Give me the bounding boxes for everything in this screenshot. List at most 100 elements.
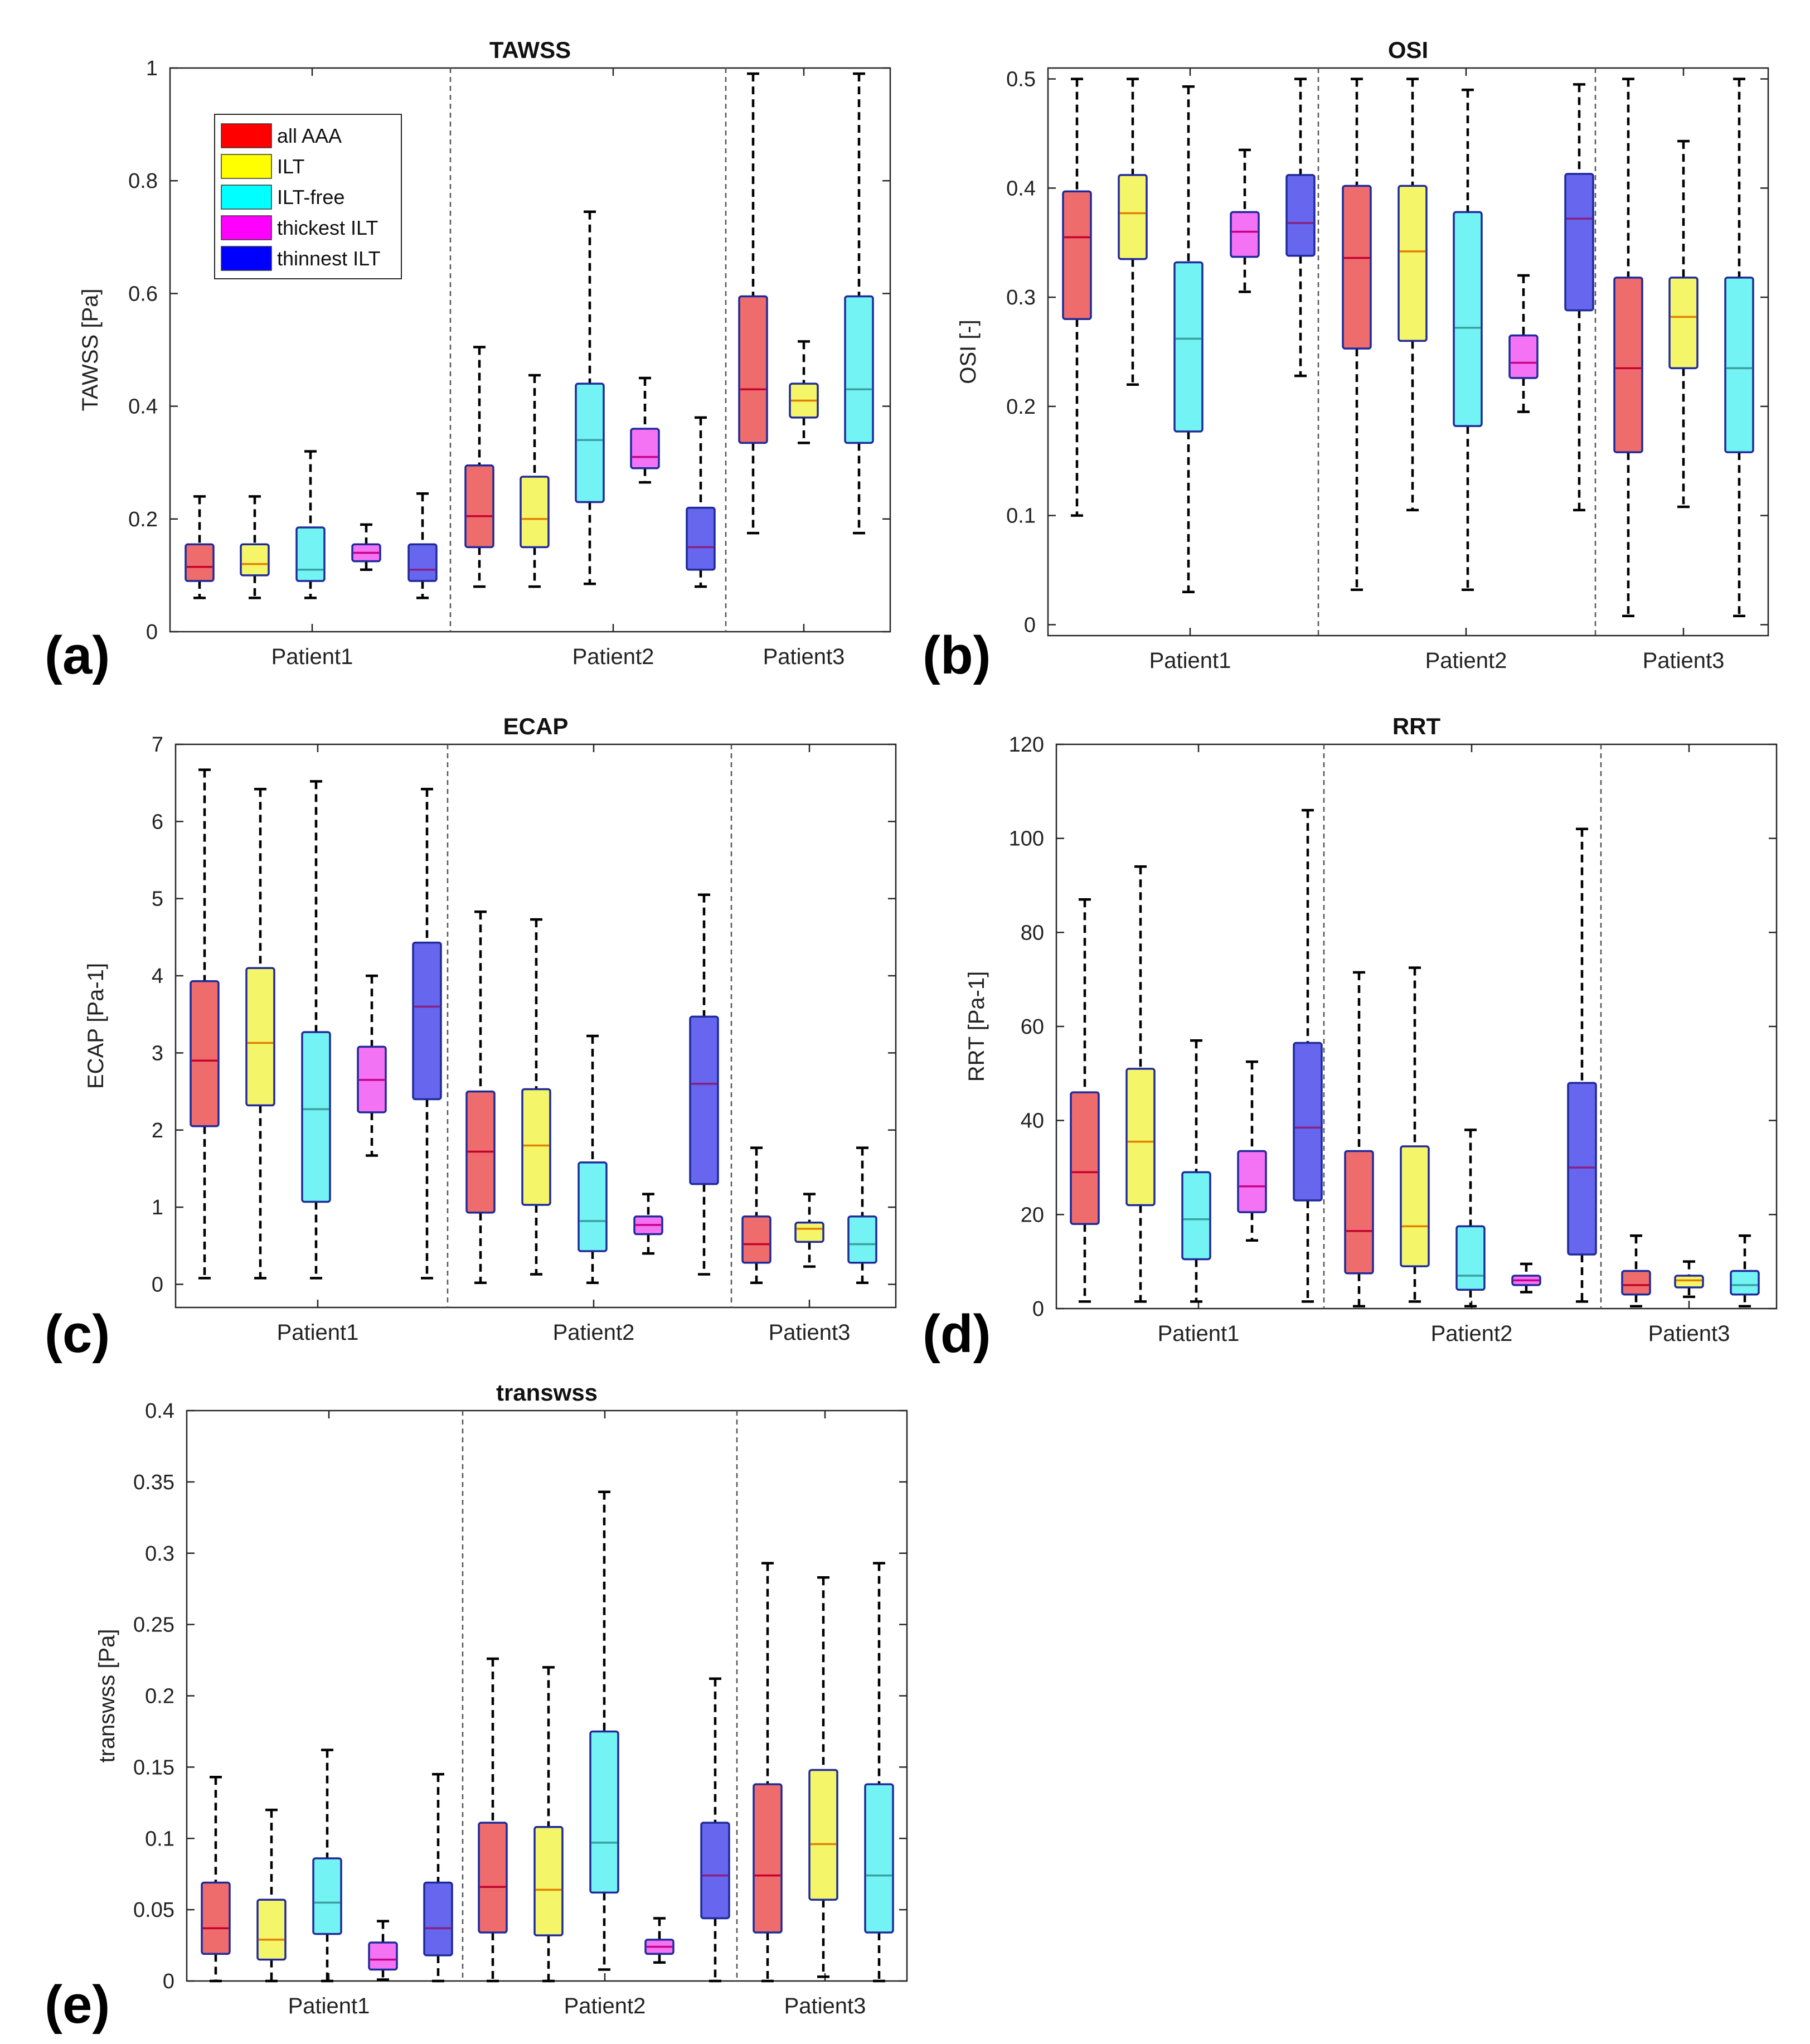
y-tick-label: 40 bbox=[1021, 1110, 1044, 1133]
chart-panel-c: 0 1 2 3 4 5 6 7 Patient1 Patient2 Patient3 ECAP ECAP… bbox=[45, 713, 897, 1364]
y-tick-label: 0.35 bbox=[133, 1471, 174, 1494]
box-d-Patient3-all-AAA bbox=[1621, 1234, 1651, 1308]
box-b-Patient1-ILT-free bbox=[1173, 85, 1204, 593]
box-body bbox=[1508, 334, 1539, 379]
y-tick-label: 5 bbox=[152, 888, 163, 911]
box-body bbox=[520, 476, 550, 549]
legend-swatch bbox=[221, 215, 272, 240]
y-tick-label: 1 bbox=[152, 1196, 163, 1219]
box-a-Patient1-thickest-ILT bbox=[351, 523, 381, 571]
box-e-Patient3-ILT bbox=[808, 1576, 838, 1978]
box-body bbox=[533, 1826, 564, 1936]
x-tick-label: Patient3 bbox=[784, 1994, 866, 2018]
x-tick-label: Patient1 bbox=[1158, 1321, 1240, 1346]
box-a-Patient1-ILT-free bbox=[295, 450, 326, 599]
box-body bbox=[1344, 1150, 1374, 1275]
panel-label: (e) bbox=[45, 1975, 110, 2035]
box-d-Patient1-thinnest-ILT bbox=[1293, 808, 1323, 1303]
y-tick-label: 0.25 bbox=[133, 1614, 174, 1637]
x-tick-label: Patient2 bbox=[553, 1320, 635, 1345]
box-body bbox=[185, 543, 215, 582]
y-tick-label: 20 bbox=[1021, 1203, 1044, 1227]
box-body bbox=[521, 1088, 551, 1206]
legend-label: thinnest ILT bbox=[277, 247, 380, 270]
box-b-Patient3-all-AAA bbox=[1613, 78, 1643, 618]
box-e-Patient3-ILT-free bbox=[864, 1562, 894, 1983]
box-e-Patient1-thinnest-ILT bbox=[423, 1772, 453, 1983]
box-body bbox=[1125, 1068, 1156, 1207]
box-body bbox=[245, 967, 275, 1107]
box-e-Patient1-all-AAA bbox=[201, 1776, 231, 1983]
y-tick-label: 0 bbox=[1024, 613, 1036, 637]
x-tick-label: Patient1 bbox=[288, 1994, 370, 2018]
x-tick-label: Patient1 bbox=[1149, 648, 1231, 673]
box-body bbox=[1118, 174, 1148, 260]
box-c-Patient2-thickest-ILT bbox=[633, 1193, 663, 1255]
box-c-Patient2-ILT bbox=[521, 918, 551, 1276]
box-body bbox=[1237, 1150, 1267, 1213]
y-tick-label: 0.4 bbox=[1006, 177, 1036, 200]
box-b-Patient1-thickest-ILT bbox=[1230, 148, 1260, 293]
box-body bbox=[808, 1769, 838, 1901]
panel-label: (b) bbox=[923, 626, 991, 685]
box-c-Patient1-thinnest-ILT bbox=[412, 787, 442, 1280]
box-body bbox=[464, 464, 494, 549]
y-tick-label: 60 bbox=[1021, 1015, 1044, 1039]
y-tick-label: 1 bbox=[146, 57, 158, 80]
box-b-Patient3-ILT-free bbox=[1724, 78, 1754, 618]
legend-label: thickest ILT bbox=[277, 216, 378, 239]
y-tick-label: 0.2 bbox=[1006, 395, 1036, 419]
box-body bbox=[575, 382, 605, 503]
box-body bbox=[312, 1857, 342, 1935]
box-a-Patient1-ILT bbox=[240, 495, 270, 599]
box-body bbox=[844, 295, 874, 444]
box-body bbox=[412, 941, 442, 1101]
box-d-Patient1-thickest-ILT bbox=[1237, 1060, 1267, 1242]
box-b-Patient1-ILT bbox=[1118, 78, 1148, 386]
legend-swatch bbox=[221, 154, 272, 179]
box-c-Patient2-ILT-free bbox=[578, 1034, 608, 1284]
box-body bbox=[256, 1898, 287, 1961]
legend: all AAA ILT ILT-free thickest ILT thinnest I… bbox=[214, 114, 402, 279]
legend-label: ILT bbox=[277, 155, 304, 178]
box-body bbox=[753, 1783, 783, 1934]
box-body bbox=[847, 1215, 877, 1264]
box-c-Patient1-thickest-ILT bbox=[357, 974, 387, 1157]
box-body bbox=[1173, 261, 1204, 433]
box-c-Patient2-all-AAA bbox=[465, 910, 496, 1284]
box-body bbox=[1400, 1145, 1430, 1267]
box-e-Patient1-ILT bbox=[256, 1808, 287, 1983]
y-tick-label: 2 bbox=[152, 1119, 163, 1142]
box-c-Patient1-all-AAA bbox=[190, 768, 220, 1280]
legend-label: ILT-free bbox=[277, 186, 344, 209]
box-body bbox=[1285, 174, 1316, 257]
x-tick-label: Patient1 bbox=[271, 645, 353, 669]
box-a-Patient2-ILT-free bbox=[575, 210, 605, 585]
box-body bbox=[478, 1822, 508, 1934]
box-body bbox=[689, 1015, 719, 1185]
box-c-Patient2-thinnest-ILT bbox=[689, 893, 719, 1276]
chart-panel-d: 0 20 40 60 80 100 120 Patient1 Patient2 Patient3 R… bbox=[923, 713, 1778, 1364]
y-axis-label: ECAP [Pa-1] bbox=[84, 963, 108, 1089]
y-axis-label: OSI [-] bbox=[956, 319, 981, 384]
legend-swatch bbox=[221, 123, 272, 148]
box-body bbox=[190, 980, 220, 1127]
box-b-Patient2-thinnest-ILT bbox=[1564, 83, 1594, 512]
y-tick-label: 0 bbox=[146, 621, 158, 644]
box-d-Patient1-ILT bbox=[1125, 865, 1156, 1303]
y-tick-label: 0.3 bbox=[145, 1542, 174, 1566]
box-d-Patient2-ILT bbox=[1400, 966, 1430, 1303]
x-tick-label: Patient3 bbox=[763, 645, 845, 669]
box-a-Patient2-all-AAA bbox=[464, 346, 494, 588]
box-body bbox=[864, 1783, 894, 1934]
box-body bbox=[589, 1730, 619, 1894]
x-tick-label: Patient1 bbox=[277, 1320, 359, 1345]
box-body bbox=[1342, 185, 1372, 350]
x-tick-label: Patient2 bbox=[564, 1994, 646, 2018]
box-a-Patient2-ILT bbox=[520, 374, 550, 588]
box-e-Patient3-all-AAA bbox=[753, 1562, 783, 1983]
box-body bbox=[700, 1822, 730, 1920]
y-tick-label: 0.4 bbox=[128, 395, 158, 419]
x-tick-label: Patient2 bbox=[1431, 1321, 1513, 1346]
